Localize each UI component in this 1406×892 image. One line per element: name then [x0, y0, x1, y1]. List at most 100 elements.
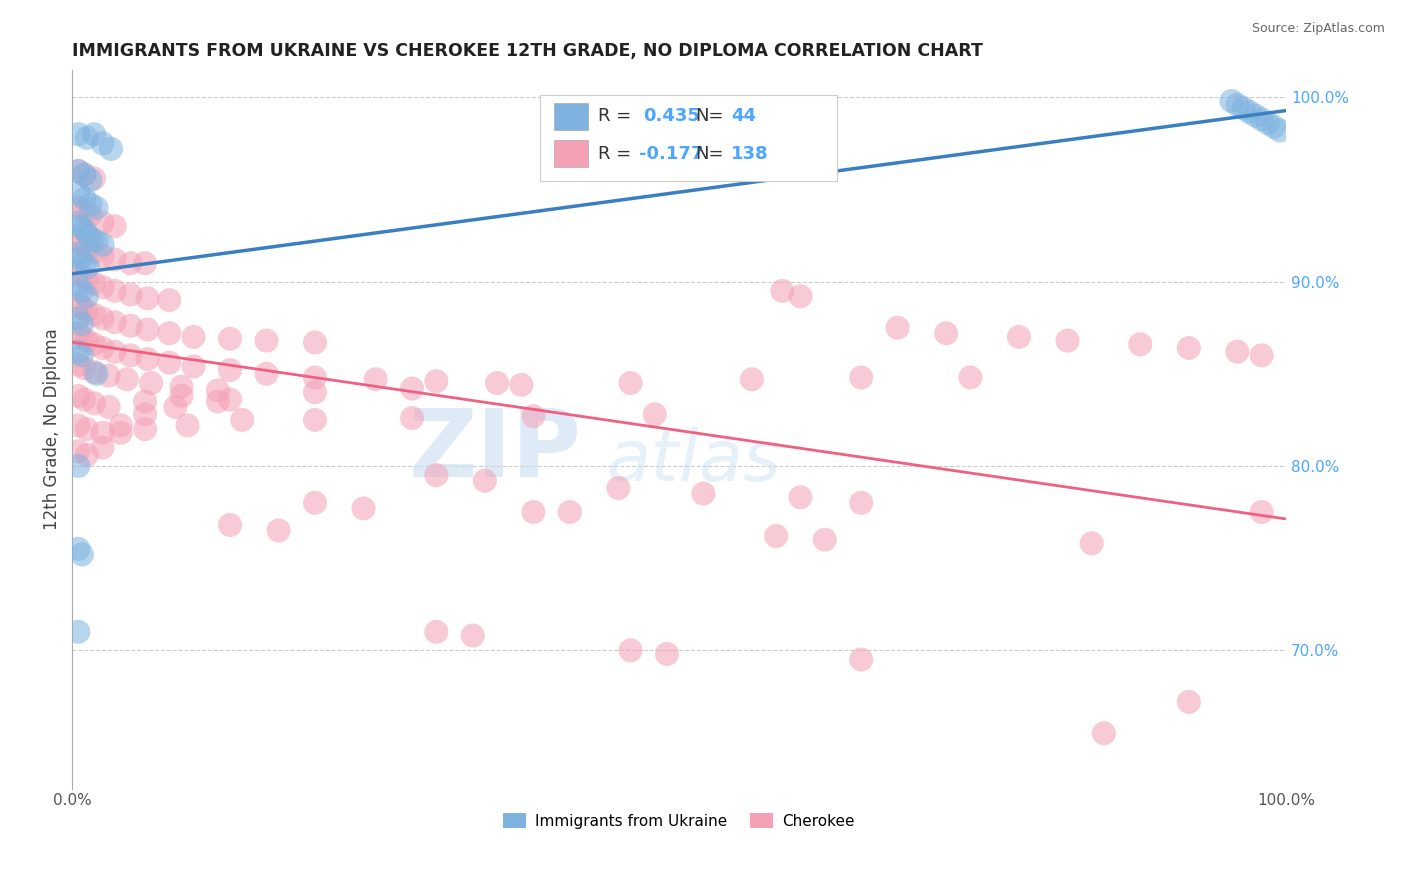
Point — [136, 322, 159, 336]
Point — [134, 422, 156, 436]
Point — [76, 273, 98, 287]
Text: ZIP: ZIP — [409, 405, 582, 497]
Point — [461, 628, 484, 642]
Point — [655, 647, 678, 661]
FancyBboxPatch shape — [554, 140, 588, 168]
Point — [70, 317, 93, 331]
Point — [67, 418, 90, 433]
Text: R =: R = — [598, 107, 631, 126]
Point — [79, 173, 101, 187]
Point — [1244, 109, 1267, 123]
Point — [1257, 116, 1279, 130]
Point — [1250, 505, 1272, 519]
Point — [67, 624, 90, 639]
Text: IMMIGRANTS FROM UKRAINE VS CHEROKEE 12TH GRADE, NO DIPLOMA CORRELATION CHART: IMMIGRANTS FROM UKRAINE VS CHEROKEE 12TH… — [72, 42, 983, 60]
Point — [97, 368, 120, 383]
Point — [1092, 726, 1115, 740]
Point — [134, 408, 156, 422]
Point — [364, 372, 387, 386]
Point — [183, 359, 205, 374]
Point — [139, 376, 162, 390]
Point — [97, 400, 120, 414]
Point — [91, 136, 114, 151]
Point — [1178, 695, 1201, 709]
Point — [353, 501, 375, 516]
Point — [157, 356, 180, 370]
Point — [219, 517, 242, 532]
Point — [849, 496, 872, 510]
Point — [644, 408, 666, 422]
Point — [849, 652, 872, 666]
Point — [474, 474, 496, 488]
Point — [183, 330, 205, 344]
Point — [765, 529, 787, 543]
Point — [83, 171, 105, 186]
Point — [425, 374, 447, 388]
Point — [1250, 112, 1272, 127]
Point — [83, 308, 105, 322]
Point — [104, 252, 127, 267]
Point — [67, 344, 90, 359]
Point — [120, 348, 142, 362]
Point — [83, 337, 105, 351]
Point — [91, 441, 114, 455]
Point — [120, 256, 142, 270]
FancyBboxPatch shape — [554, 103, 588, 130]
Point — [73, 361, 96, 376]
Point — [254, 334, 277, 348]
Text: atlas: atlas — [606, 427, 780, 496]
Point — [104, 219, 127, 234]
Point — [522, 409, 544, 424]
Point — [67, 326, 90, 341]
Point — [67, 201, 90, 215]
Point — [522, 505, 544, 519]
Point — [401, 411, 423, 425]
Point — [254, 367, 277, 381]
Point — [70, 269, 93, 284]
Point — [73, 192, 96, 206]
Point — [619, 376, 641, 390]
Point — [1178, 341, 1201, 355]
Point — [1129, 337, 1152, 351]
Point — [1268, 123, 1291, 137]
Point — [73, 223, 96, 237]
Point — [67, 164, 90, 178]
Point — [73, 256, 96, 270]
Point — [83, 365, 105, 379]
Point — [165, 400, 187, 414]
Point — [1250, 348, 1272, 362]
Point — [73, 168, 96, 182]
Point — [91, 341, 114, 355]
Point — [91, 311, 114, 326]
Point — [67, 265, 90, 279]
Point — [76, 289, 98, 303]
Point — [134, 394, 156, 409]
Point — [100, 142, 122, 156]
Point — [959, 370, 981, 384]
Point — [510, 377, 533, 392]
Point — [91, 249, 114, 263]
Point — [607, 481, 630, 495]
Point — [304, 335, 326, 350]
Point — [67, 444, 90, 458]
Point — [67, 247, 90, 261]
Point — [69, 251, 91, 265]
Point — [207, 384, 229, 398]
Point — [67, 389, 90, 403]
Point — [83, 127, 105, 141]
Text: R =: R = — [598, 145, 631, 162]
Point — [1081, 536, 1104, 550]
Point — [104, 284, 127, 298]
Point — [67, 278, 90, 293]
Point — [77, 260, 100, 274]
Point — [157, 326, 180, 341]
Point — [76, 422, 98, 436]
Point — [67, 297, 90, 311]
Point — [219, 392, 242, 407]
Point — [814, 533, 837, 547]
Point — [70, 284, 93, 298]
Point — [110, 418, 132, 433]
Point — [76, 131, 98, 145]
Legend: Immigrants from Ukraine, Cherokee: Immigrants from Ukraine, Cherokee — [498, 806, 860, 835]
Point — [83, 396, 105, 410]
